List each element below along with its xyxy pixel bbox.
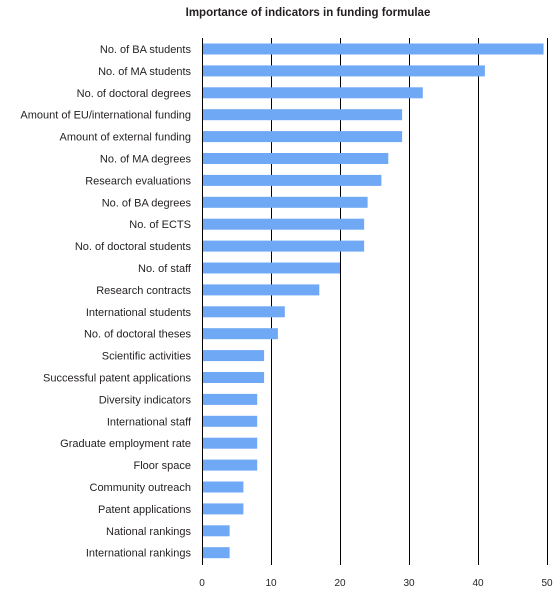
bar	[203, 174, 382, 186]
bar	[203, 481, 244, 493]
bar	[203, 393, 258, 405]
category-label: No. of doctoral students	[75, 241, 192, 253]
x-tick-label: 50	[541, 578, 553, 589]
bar	[203, 328, 278, 340]
category-label: Amount of EU/international funding	[20, 110, 191, 122]
bar	[203, 262, 340, 274]
category-label: Scientific activities	[102, 351, 192, 363]
category-label: Graduate employment rate	[60, 438, 191, 450]
category-label: International staff	[107, 416, 192, 428]
bar	[203, 43, 544, 55]
x-tick-label: 40	[472, 578, 484, 589]
bar	[203, 459, 258, 471]
bars	[203, 43, 544, 559]
bar	[203, 525, 230, 537]
category-label: International rankings	[86, 548, 192, 560]
x-tick-label: 20	[334, 578, 346, 589]
x-tick-label: 10	[265, 578, 277, 589]
category-label: Patent applications	[98, 504, 191, 516]
category-label: Research evaluations	[85, 175, 191, 187]
category-labels: No. of BA students No. of MA students No. …	[20, 44, 192, 560]
bar	[203, 240, 365, 252]
category-label: No. of MA students	[98, 66, 191, 78]
bar	[203, 284, 320, 296]
bar	[203, 547, 230, 559]
category-label: Amount of external funding	[60, 132, 191, 144]
bar	[203, 87, 423, 99]
bar	[203, 218, 365, 230]
category-label: No. of MA degrees	[100, 154, 192, 166]
category-label: Successful patent applications	[43, 373, 191, 385]
category-label: No. of staff	[138, 263, 192, 275]
x-tick-label: 0	[199, 578, 205, 589]
gridlines	[202, 38, 548, 565]
x-tick-label: 30	[403, 578, 415, 589]
chart-title: Importance of indicators in funding form…	[186, 7, 431, 19]
bar	[203, 131, 403, 143]
category-label: Floor space	[134, 460, 191, 472]
bar	[203, 415, 258, 427]
category-label: International students	[86, 307, 192, 319]
bar	[203, 196, 368, 208]
category-label: No. of BA degrees	[102, 197, 192, 209]
bar	[203, 503, 244, 515]
category-label: No. of doctoral theses	[84, 329, 192, 341]
bar	[203, 109, 403, 121]
category-label: No. of BA students	[100, 44, 192, 56]
category-label: Community outreach	[90, 482, 192, 494]
bar	[203, 372, 265, 383]
category-label: National rankings	[106, 526, 191, 538]
bar	[203, 306, 285, 318]
bar	[203, 65, 485, 77]
bar	[203, 437, 258, 449]
bar	[203, 153, 389, 164]
category-label: Research contracts	[96, 285, 191, 297]
category-label: Diversity indicators	[99, 394, 192, 406]
x-axis-tick-labels: 0 10 20 30 40 50	[199, 578, 553, 589]
category-label: No. of ECTS	[129, 219, 191, 231]
bar	[203, 350, 265, 362]
category-label: No. of doctoral degrees	[77, 88, 192, 100]
